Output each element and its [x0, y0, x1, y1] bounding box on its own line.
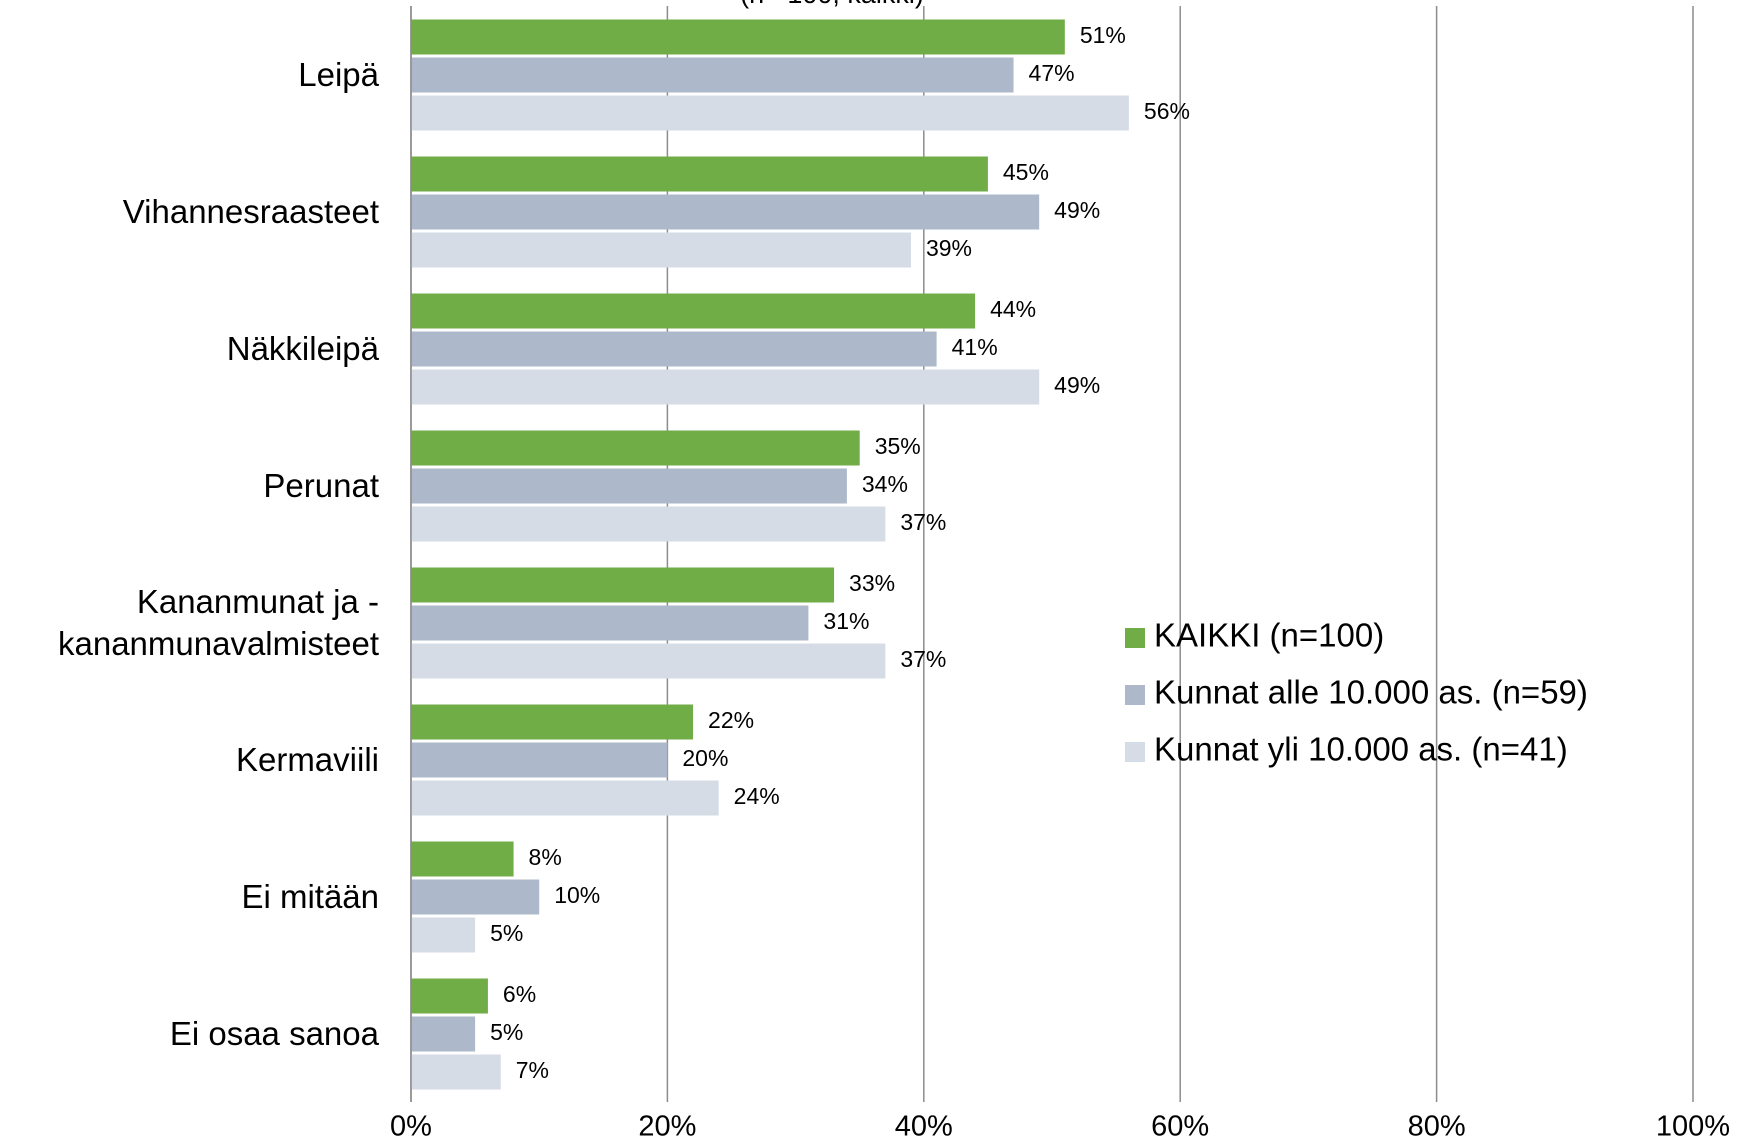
data-label: 44%	[990, 296, 1036, 322]
data-label: 22%	[708, 707, 754, 733]
chart-title: (n= 100, kaikki)	[740, 0, 924, 9]
data-label: 5%	[490, 1019, 523, 1045]
data-label: 51%	[1080, 22, 1126, 48]
bar	[411, 704, 694, 740]
x-tick-label: 60%	[1151, 1111, 1209, 1143]
bar	[411, 156, 988, 192]
data-label: 41%	[952, 334, 998, 360]
bar	[411, 567, 835, 603]
bar	[411, 605, 809, 641]
x-tick-label: 20%	[638, 1111, 696, 1143]
bar	[411, 879, 540, 915]
y-tick-label: Kermaviili	[235, 741, 379, 778]
bar	[411, 293, 976, 329]
data-label: 24%	[734, 783, 780, 809]
y-tick-label: Näkkileipä	[226, 330, 379, 367]
legend-label: KAIKKI (n=100)	[1154, 617, 1384, 654]
data-label: 6%	[503, 981, 536, 1007]
bar	[411, 194, 1040, 230]
y-tick-label: Vihannesraasteet	[122, 193, 379, 230]
y-tick-label: Perunat	[263, 467, 379, 504]
data-label: 20%	[682, 745, 728, 771]
data-label: 33%	[849, 570, 895, 596]
data-label: 31%	[823, 608, 869, 634]
bar	[411, 780, 719, 816]
bar	[411, 917, 476, 953]
bar	[411, 468, 847, 504]
data-label: 7%	[516, 1057, 549, 1083]
data-label: 34%	[862, 471, 908, 497]
bar	[411, 1054, 501, 1090]
y-tick-label: Ei mitään	[241, 878, 379, 915]
x-tick-label: 0%	[390, 1111, 432, 1143]
bar	[411, 95, 1129, 131]
bar	[411, 742, 668, 778]
data-label: 8%	[529, 844, 562, 870]
data-label: 35%	[875, 433, 921, 459]
data-label: 5%	[490, 920, 523, 946]
bar	[411, 643, 886, 679]
bar	[411, 369, 1040, 405]
y-tick-label: Ei osaa sanoa	[169, 1015, 379, 1052]
bar	[411, 19, 1065, 55]
bar	[411, 430, 860, 466]
x-tick-label: 100%	[1656, 1111, 1730, 1143]
bar	[411, 57, 1014, 93]
data-label: 37%	[900, 509, 946, 535]
x-tick-label: 40%	[895, 1111, 953, 1143]
data-label: 37%	[900, 646, 946, 672]
y-tick-label: Leipä	[298, 56, 379, 93]
data-label: 45%	[1003, 159, 1049, 185]
legend-label: Kunnat alle 10.000 as. (n=59)	[1154, 674, 1588, 711]
bar	[411, 232, 911, 268]
bar	[411, 506, 886, 542]
data-label: 47%	[1029, 60, 1075, 86]
bar	[411, 331, 937, 367]
legend-label: Kunnat yli 10.000 as. (n=41)	[1154, 731, 1568, 768]
legend-swatch	[1125, 685, 1145, 705]
bar	[411, 978, 488, 1014]
legend-swatch	[1125, 628, 1145, 648]
legend-swatch	[1125, 742, 1145, 762]
bar	[411, 841, 514, 877]
bar	[411, 1016, 476, 1052]
data-label: 56%	[1144, 98, 1190, 124]
data-label: 49%	[1054, 372, 1100, 398]
data-label: 49%	[1054, 197, 1100, 223]
x-tick-label: 80%	[1408, 1111, 1466, 1143]
data-label: 39%	[926, 235, 972, 261]
data-label: 10%	[554, 882, 600, 908]
y-tick-label: Kananmunat ja - kananmunavalmisteet	[57, 583, 379, 662]
